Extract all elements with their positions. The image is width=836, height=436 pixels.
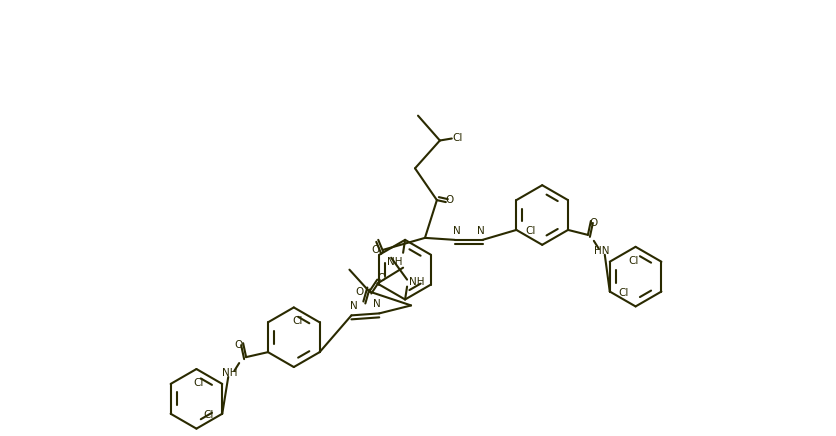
Text: N: N (452, 226, 460, 236)
Text: O: O (370, 245, 379, 255)
Text: Cl: Cl (618, 287, 628, 297)
Text: O: O (354, 286, 363, 296)
Text: Cl: Cl (293, 317, 303, 326)
Text: O: O (445, 195, 453, 205)
Text: NH: NH (409, 276, 424, 286)
Text: Cl: Cl (193, 378, 203, 388)
Text: Cl: Cl (628, 256, 638, 266)
Text: Cl: Cl (524, 226, 535, 236)
Text: HN: HN (594, 246, 609, 256)
Text: O: O (234, 340, 242, 350)
Text: Cl: Cl (203, 410, 213, 420)
Text: N: N (477, 226, 484, 236)
Text: O: O (377, 272, 385, 283)
Text: NH: NH (222, 368, 237, 378)
Text: O: O (589, 218, 597, 228)
Text: N: N (373, 300, 380, 310)
Text: N: N (349, 301, 357, 311)
Text: Cl: Cl (452, 133, 462, 143)
Text: NH: NH (387, 257, 402, 267)
